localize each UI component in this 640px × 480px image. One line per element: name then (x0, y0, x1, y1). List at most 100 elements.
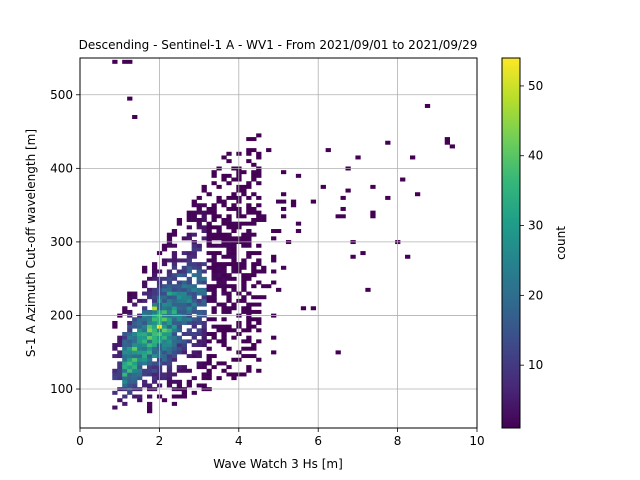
heatmap-cell (256, 269, 262, 274)
heatmap-cell (251, 221, 257, 226)
heatmap-cell (241, 243, 247, 248)
heatmap-cell (231, 328, 237, 333)
heatmap-cell (171, 262, 178, 267)
heatmap-cell (151, 379, 158, 384)
x-tick-label: 4 (235, 434, 243, 448)
heatmap-cell (161, 324, 168, 329)
heatmap-cell (186, 236, 192, 241)
heatmap-cell (280, 265, 287, 270)
heatmap-cell (112, 320, 118, 325)
heatmap-cell (142, 317, 148, 322)
heatmap-cell (127, 361, 133, 366)
heatmap-cell (251, 324, 257, 329)
heatmap-cell (231, 206, 237, 211)
heatmap-cell (226, 251, 232, 256)
heatmap-cell (181, 309, 187, 314)
heatmap-cell (186, 302, 192, 307)
heatmap-cell (166, 309, 173, 314)
heatmap-cell (146, 365, 153, 370)
heatmap-cell (166, 295, 173, 300)
heatmap-cell (256, 317, 262, 322)
heatmap-cell (142, 354, 148, 359)
heatmap-cell (186, 339, 192, 344)
heatmap-cell (186, 217, 192, 222)
heatmap-cell (166, 372, 173, 377)
heatmap-cell (251, 217, 257, 222)
x-tick-label: 6 (314, 434, 322, 448)
heatmap-cell (151, 317, 158, 322)
heatmap-cell (181, 258, 187, 263)
heatmap-cell (151, 302, 158, 307)
heatmap-cell (176, 273, 183, 278)
heatmap-cell (137, 368, 143, 373)
heatmap-cell (206, 295, 212, 300)
heatmap-cell (221, 269, 227, 274)
heatmap-cell (171, 295, 178, 300)
heatmap-cell (181, 368, 187, 373)
heatmap-cell (251, 295, 257, 300)
heatmap-cell (166, 328, 173, 333)
heatmap-cell (251, 210, 257, 215)
heatmap-cell (256, 170, 262, 175)
heatmap-cell (251, 354, 257, 359)
x-tick-label: 10 (469, 434, 484, 448)
heatmap-cell (166, 236, 173, 241)
heatmap-cell (166, 269, 173, 274)
heatmap-cell (226, 232, 232, 237)
heatmap-cell (201, 217, 207, 222)
heatmap-cell (122, 332, 128, 336)
heatmap-cell (201, 203, 207, 208)
heatmap-cell (221, 262, 227, 267)
heatmap-cell (161, 247, 168, 252)
heatmap-cell (146, 357, 153, 362)
heatmap-cell (171, 394, 178, 399)
heatmap-cell (246, 365, 252, 370)
heatmap-cell (127, 328, 133, 333)
heatmap-cell (151, 376, 158, 381)
heatmap-cell (186, 280, 192, 285)
heatmap-cell (151, 332, 158, 336)
heatmap-cell (166, 284, 173, 289)
heatmap-cell (176, 317, 183, 322)
heatmap-cell (256, 133, 262, 138)
heatmap-cell (186, 258, 192, 263)
heatmap-cell (231, 284, 237, 289)
heatmap-cell (161, 309, 168, 314)
heatmap-cell (151, 339, 158, 344)
heatmap-cell (256, 155, 262, 160)
heatmap-cell (216, 262, 222, 267)
heatmap-cell (132, 354, 138, 359)
heatmap-cell (181, 269, 187, 274)
heatmap-cell (132, 368, 138, 373)
heatmap-cell (231, 251, 237, 256)
heatmap-cell (211, 203, 217, 208)
heatmap-cell (206, 243, 212, 248)
heatmap-cell (201, 287, 207, 292)
heatmap-cell (221, 335, 227, 340)
heatmap-cell (146, 317, 153, 322)
heatmap-cell (261, 295, 267, 300)
heatmap-cell (171, 243, 178, 248)
heatmap-cell (176, 379, 183, 384)
heatmap-cell (211, 214, 217, 219)
heatmap-cell (216, 284, 222, 289)
heatmap-cell (176, 383, 183, 388)
heatmap-cell (132, 317, 138, 322)
heatmap-cell (142, 306, 148, 311)
heatmap-cell (176, 309, 183, 314)
heatmap-cell (400, 177, 406, 182)
heatmap-cell (246, 276, 252, 281)
heatmap-cell (171, 309, 178, 314)
heatmap-cell (137, 317, 143, 322)
heatmap-cell (231, 258, 237, 263)
heatmap-cell (221, 306, 227, 311)
heatmap-cell (186, 254, 192, 259)
heatmap-cell (166, 287, 173, 292)
heatmap-cell (146, 346, 153, 351)
heatmap-cell (161, 343, 168, 348)
heatmap-cell (142, 265, 148, 270)
heatmap-cell (280, 206, 287, 211)
heatmap-cell (196, 320, 202, 325)
heatmap-cell (211, 335, 217, 340)
heatmap-cell (410, 155, 416, 160)
